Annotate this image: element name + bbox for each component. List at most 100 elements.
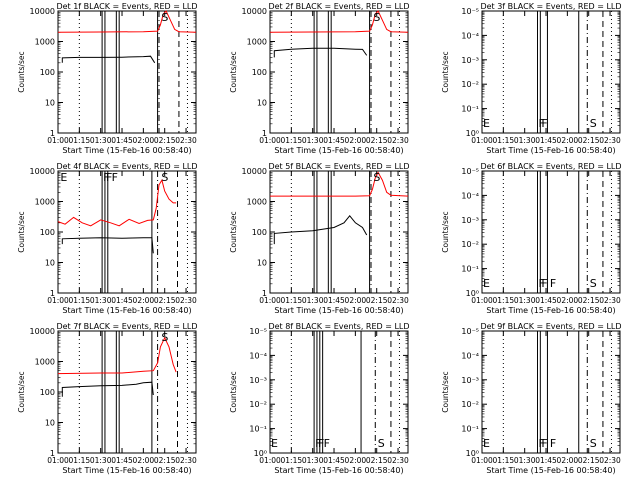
y-tick-label: 1 xyxy=(50,449,55,458)
panel-title: Det 7f BLACK = Events, RED = LLD xyxy=(56,322,197,331)
panel-title: Det 5f BLACK = Events, RED = LLD xyxy=(268,162,409,171)
series-line-events xyxy=(273,47,368,58)
x-tick-label: 02:15 xyxy=(154,136,176,145)
y-tick-label: 10⁻⁴ xyxy=(461,31,479,40)
x-tick-label: 01:00 xyxy=(471,296,493,305)
annotation-letter: F xyxy=(538,117,544,130)
x-axis-label: Start Time (15-Feb-16 00:58:40) xyxy=(486,466,615,475)
y-axis-label: Counts/sec xyxy=(441,211,450,252)
panel-3: Det 3f BLACK = Events, RED = LLD 10⁰ 10⁻¹ 1… xyxy=(441,2,622,155)
x-tick-label: 01:30 xyxy=(514,456,536,465)
y-tick-label: 100 xyxy=(252,228,267,237)
y-tick-label: 10⁻¹ xyxy=(461,105,479,114)
x-tick-label: 01:15 xyxy=(69,136,91,145)
y-tick-label: 10⁻¹ xyxy=(461,265,479,274)
annotation-letter: F xyxy=(550,437,556,450)
panel-title: Det 2f BLACK = Events, RED = LLD xyxy=(268,2,409,11)
x-tick-label: 01:15 xyxy=(493,296,515,305)
panel-7: Det 7f BLACK = Events, RED = LLD 1 10 100 10… xyxy=(17,322,198,475)
x-tick-label: 02:15 xyxy=(578,456,600,465)
x-tick-label: 02:00 xyxy=(345,456,367,465)
annotation-letter: F xyxy=(112,171,118,184)
y-tick-label: 10⁻³ xyxy=(461,56,479,65)
annotation-letter: F xyxy=(103,171,109,184)
annotation-letter: S xyxy=(590,437,597,450)
x-tick-label: 02:15 xyxy=(366,136,388,145)
x-tick-label: 01:45 xyxy=(323,456,345,465)
series-line-lld xyxy=(57,336,177,375)
plot-frame xyxy=(269,330,409,454)
y-tick-label: 10000 xyxy=(242,167,267,176)
y-tick-label: 10000 xyxy=(30,167,55,176)
panel-1: Det 1f BLACK = Events, RED = LLD 1 10 100 10… xyxy=(17,2,198,155)
y-tick-label: 10⁻¹ xyxy=(249,425,267,434)
x-tick-label: 01:45 xyxy=(323,296,345,305)
plot-frame xyxy=(481,330,621,454)
panel-8: Det 8f BLACK = Events, RED = LLD 10⁰ 10⁻¹ 1… xyxy=(229,322,410,475)
annotation-letter: S xyxy=(161,171,168,184)
y-tick-label: 10⁻² xyxy=(461,400,479,409)
x-tick-label: 01:45 xyxy=(111,456,133,465)
x-tick-label: 01:00 xyxy=(47,296,69,305)
x-tick-label: 02:00 xyxy=(345,136,367,145)
x-tick-label: 01:45 xyxy=(535,456,557,465)
y-tick-label: 10⁰ xyxy=(466,129,479,138)
y-tick-label: 10⁻⁵ xyxy=(461,7,479,16)
annotation-letter: F xyxy=(538,277,544,290)
panel-4: Det 4f BLACK = Events, RED = LLD 1 10 100 10… xyxy=(17,162,198,315)
y-tick-label: 10 xyxy=(45,259,55,268)
x-tick-label: 02:00 xyxy=(557,296,579,305)
y-tick-label: 10⁻¹ xyxy=(461,425,479,434)
panel-title: Det 9f BLACK = Events, RED = LLD xyxy=(480,322,621,331)
x-tick-label: 01:15 xyxy=(281,456,303,465)
x-tick-label: 01:15 xyxy=(493,456,515,465)
y-tick-label: 10 xyxy=(45,99,55,108)
annotation-letter: E xyxy=(483,117,490,130)
annotation-letter: E xyxy=(60,171,67,184)
y-tick-label: 1 xyxy=(262,289,267,298)
annotation-letter: F xyxy=(541,277,547,290)
series-line-events xyxy=(61,381,154,397)
x-tick-label: 02:15 xyxy=(154,456,176,465)
y-tick-label: 10⁻⁵ xyxy=(461,167,479,176)
plot-frame xyxy=(57,170,197,294)
x-tick-label: 01:45 xyxy=(111,296,133,305)
y-tick-label: 10 xyxy=(257,99,267,108)
y-tick-label: 10⁰ xyxy=(466,289,479,298)
x-tick-label: 01:45 xyxy=(535,136,557,145)
y-tick-label: 100 xyxy=(40,68,55,77)
x-tick-label: 02:30 xyxy=(387,136,409,145)
x-tick-label: 01:15 xyxy=(493,136,515,145)
x-axis-label: Start Time (15-Feb-16 00:58:40) xyxy=(274,466,403,475)
x-axis-label: Start Time (15-Feb-16 00:58:40) xyxy=(274,146,403,155)
x-tick-label: 01:30 xyxy=(90,296,112,305)
x-tick-label: 01:15 xyxy=(281,136,303,145)
x-tick-label: 01:15 xyxy=(69,296,91,305)
y-tick-label: 10⁰ xyxy=(466,449,479,458)
x-tick-label: 02:00 xyxy=(133,456,155,465)
annotation-letter: S xyxy=(378,437,385,450)
y-axis-label: Counts/sec xyxy=(17,211,26,252)
x-tick-label: 02:15 xyxy=(578,136,600,145)
series-line-lld xyxy=(57,10,197,33)
annotation-letter: E xyxy=(483,277,490,290)
x-tick-label: 02:15 xyxy=(578,296,600,305)
x-tick-label: 01:00 xyxy=(471,456,493,465)
x-tick-label: 02:00 xyxy=(345,296,367,305)
annotation-letter: E xyxy=(271,437,278,450)
x-tick-label: 01:45 xyxy=(535,296,557,305)
y-axis-label: Counts/sec xyxy=(441,371,450,412)
x-tick-label: 02:30 xyxy=(387,456,409,465)
x-tick-label: 01:45 xyxy=(323,136,345,145)
x-tick-label: 01:00 xyxy=(259,456,281,465)
series-line-lld xyxy=(57,178,177,227)
y-tick-label: 10⁻² xyxy=(249,400,267,409)
y-tick-label: 1000 xyxy=(35,38,55,47)
panel-9: Det 9f BLACK = Events, RED = LLD 10⁰ 10⁻¹ 1… xyxy=(441,322,622,475)
x-tick-label: 01:30 xyxy=(302,296,324,305)
plot-frame xyxy=(57,330,197,454)
plot-frame xyxy=(481,10,621,134)
y-tick-label: 10 xyxy=(257,259,267,268)
x-tick-label: 02:15 xyxy=(366,456,388,465)
